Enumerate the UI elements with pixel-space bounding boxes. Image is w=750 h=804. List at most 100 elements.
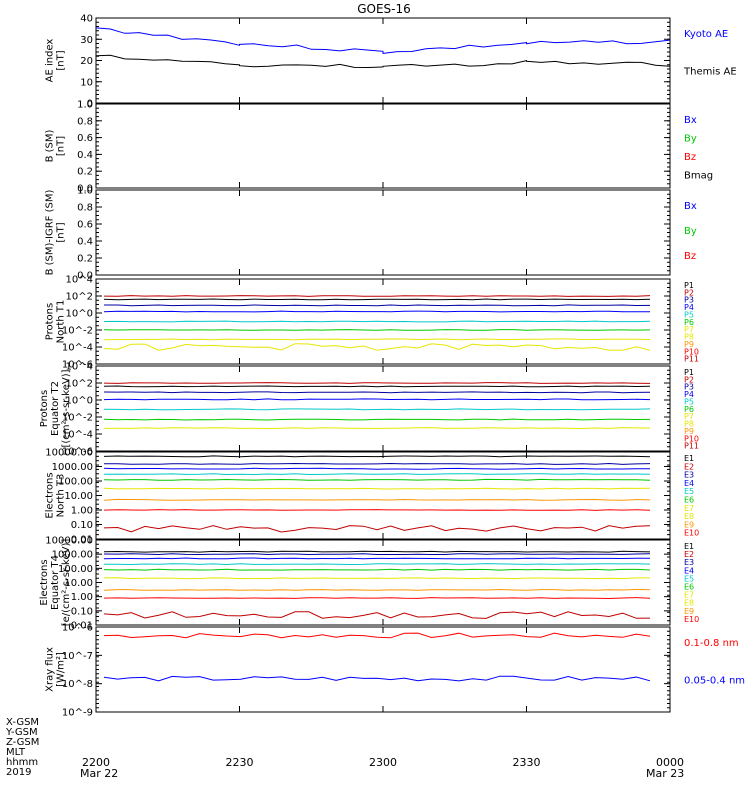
series-line <box>103 398 651 401</box>
series-line <box>103 418 651 421</box>
series-line <box>103 298 651 301</box>
y-tick-label: 0.10 <box>71 606 93 617</box>
y-axis-label: AE index <box>45 39 56 83</box>
legend-entry: P2 <box>684 288 694 297</box>
x-tick-label: 2330 <box>513 756 541 769</box>
series-line <box>103 382 651 384</box>
y-tick-label: 10^-4 <box>62 343 93 354</box>
series-line <box>103 632 651 639</box>
legend-entry: E1 <box>684 542 694 551</box>
y-tick-label: 30 <box>80 35 93 46</box>
y-tick-label: 0.01 <box>71 621 93 632</box>
y-tick-label: 0.4 <box>77 237 93 248</box>
panel-7: Electrons Equator T4 [e/(cm²-s-sr-keV)]100… <box>39 536 699 632</box>
y-axis-label: North T1 <box>56 300 67 344</box>
y-tick-label: 40 <box>80 14 93 25</box>
plot-title: GOES-16 <box>357 2 411 16</box>
legend-entry: P7 <box>684 412 694 421</box>
legend-entry: Themis AE <box>683 67 737 78</box>
y-tick-label: 10^-7 <box>62 651 93 662</box>
legend-entry: P9 <box>684 427 694 436</box>
y-tick-label: 10^0 <box>66 309 93 320</box>
series-line <box>103 509 651 511</box>
legend-entry: P3 <box>684 383 694 392</box>
legend-entry: P5 <box>684 397 694 406</box>
x-tick-label: 2200 <box>82 756 110 769</box>
y-axis-label: [nT] <box>56 50 67 70</box>
y-tick-label: 0.01 <box>71 535 93 546</box>
y-axis-label: North T3 <box>56 474 67 518</box>
series-line <box>103 675 651 682</box>
y-tick-label: 10 <box>80 77 93 88</box>
y-axis-label: Protons <box>45 303 56 340</box>
legend-entry: 0.05-0.4 nm <box>684 676 745 687</box>
series-line <box>103 597 651 600</box>
series-line <box>95 54 671 69</box>
y-tick-label: 0.2 <box>77 254 93 265</box>
legend-entry: P10 <box>684 434 699 443</box>
y-axis-label: [e/(cm²-s-sr-keV)] <box>61 539 72 627</box>
y-axis-label: Protons <box>39 390 50 427</box>
series-line <box>103 498 651 501</box>
y-axis-label: Electrons <box>45 472 56 518</box>
legend-entry: E9 <box>684 607 694 616</box>
series-line <box>103 568 651 571</box>
legend-entry: E4 <box>684 566 694 575</box>
legend-entry: By <box>684 134 697 145</box>
series-line <box>103 408 651 411</box>
legend-entry: E3 <box>684 558 694 567</box>
series-line <box>103 487 651 490</box>
legend-entry: E8 <box>684 599 694 608</box>
y-tick-label: 10.00 <box>64 491 93 502</box>
y-tick-label: 0.8 <box>77 203 93 214</box>
series-line <box>103 473 651 476</box>
legend-entry: Bmag <box>684 171 713 182</box>
y-tick-label: 10^4 <box>66 362 93 373</box>
y-tick-label: 10^-6 <box>62 447 93 458</box>
panel-4: Protons North T1 10^4 10^2 10^0 10^-2 10^-4 10^… <box>45 275 700 371</box>
series-line <box>103 455 651 458</box>
panel-5: Protons Equator T2 [(cm²-s-sr-keV)]10^410^… <box>39 362 699 458</box>
y-tick-label: 0.10 <box>71 520 93 531</box>
y-tick-label: 10000.00 <box>45 448 93 459</box>
y-axis-label: Equator T4 <box>50 555 61 610</box>
y-tick-label: 10000.00 <box>45 536 93 547</box>
legend-entry: Bz <box>684 152 696 163</box>
legend-entry: E5 <box>684 574 694 583</box>
legend-entry: E6 <box>684 496 694 505</box>
panel-1: AE index [nT] 0 10 20 30 40 Kyoto AE Themis AE <box>45 14 737 110</box>
row-label: MLT <box>6 747 26 758</box>
y-tick-label: 0.0 <box>77 184 93 195</box>
panel-frame <box>95 17 671 104</box>
legend-entry: P11 <box>684 355 699 364</box>
legend-entry: P5 <box>684 310 694 319</box>
legend-entry: P8 <box>684 333 694 342</box>
legend-entry: P9 <box>684 340 694 349</box>
series-line <box>103 427 651 430</box>
legend-entry: E5 <box>684 487 694 496</box>
panel-frame <box>95 365 671 452</box>
series-line <box>103 343 651 351</box>
panel-frame <box>95 189 671 276</box>
legend-entry: P2 <box>684 375 694 384</box>
y-tick-label: 100.00 <box>58 477 93 488</box>
y-tick-label: 10^-6 <box>62 360 93 371</box>
legend-entry: P6 <box>684 318 694 327</box>
legend-entry: By <box>684 226 697 237</box>
legend-entry: E7 <box>684 591 694 600</box>
series-line <box>95 27 671 54</box>
legend-entry: P6 <box>684 405 694 414</box>
y-tick-label: 10.00 <box>64 578 93 589</box>
legend-entry: P10 <box>684 347 699 356</box>
y-tick-label: 0.6 <box>77 220 93 231</box>
legend-entry: P4 <box>684 303 694 312</box>
legend-entry: P4 <box>684 390 694 399</box>
series-line <box>103 391 651 394</box>
y-tick-label: 10^-6 <box>62 623 93 634</box>
legend-entry: E6 <box>684 583 694 592</box>
y-tick-label: 10^4 <box>66 275 93 286</box>
legend-entry: Bz <box>684 251 696 262</box>
y-tick-label: 0.6 <box>77 133 93 144</box>
series-line <box>103 478 651 481</box>
series-line <box>103 563 651 566</box>
